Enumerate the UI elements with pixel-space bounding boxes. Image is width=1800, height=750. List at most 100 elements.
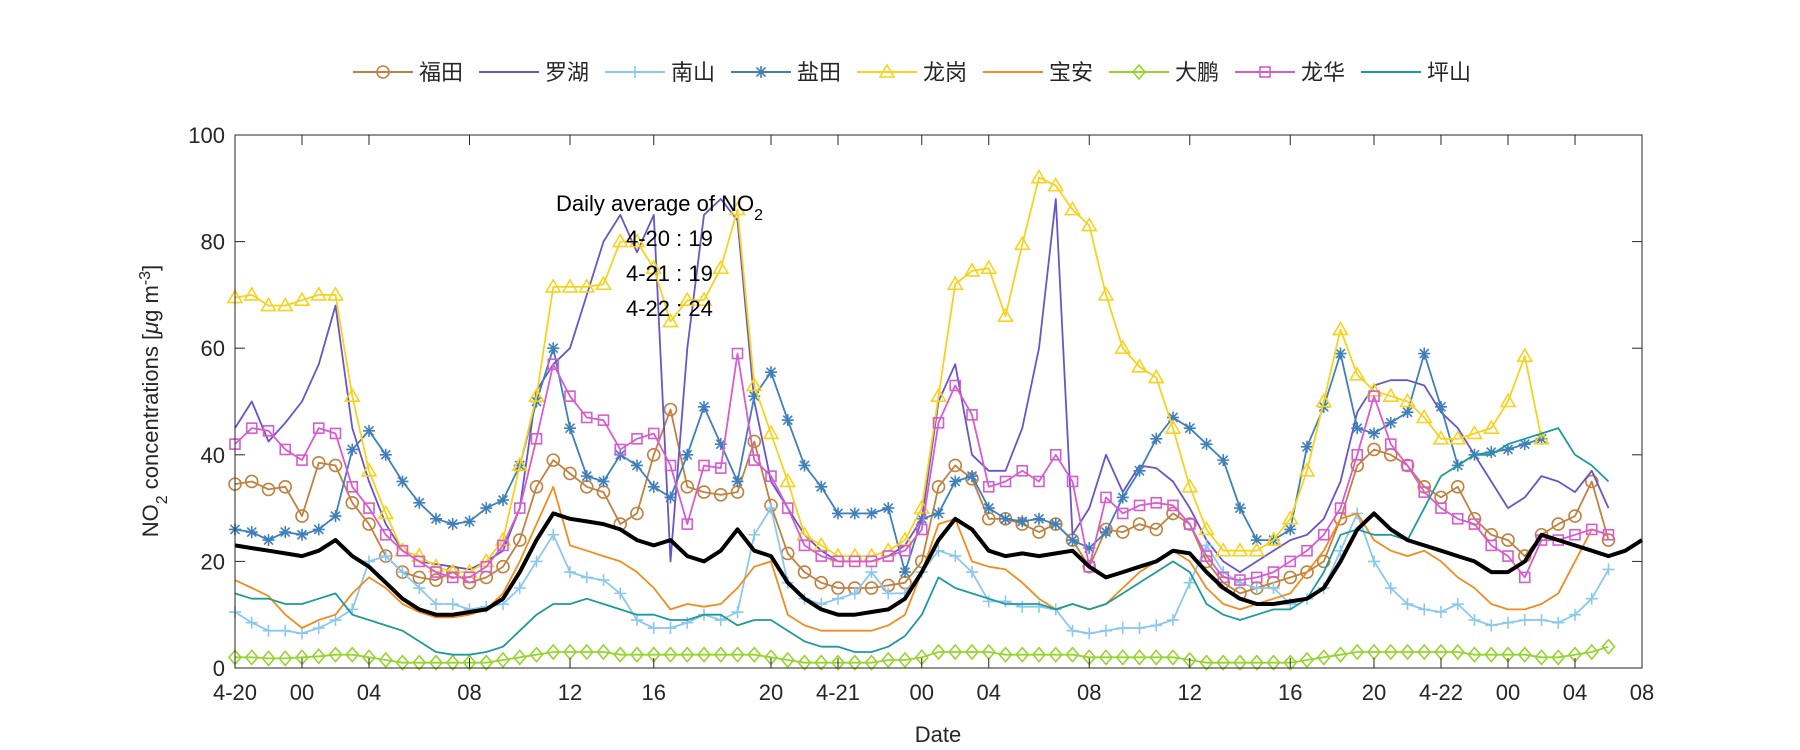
data-point-大鹏: [998, 646, 1013, 663]
legend: 福田 罗湖 南山 盐田 龙岗 宝安 大鹏 龙华 坪山: [353, 61, 1471, 86]
data-point-龙华: [1267, 566, 1280, 578]
data-point-南山: [1602, 563, 1615, 576]
data-point-盐田: [413, 496, 426, 509]
data-point-盐田: [1150, 432, 1163, 445]
data-point-盐田: [497, 494, 509, 507]
data-point-南山: [1033, 600, 1045, 613]
x-tick-label: 16: [642, 680, 666, 705]
data-point-龙岗: [729, 201, 746, 216]
data-point-南山: [614, 587, 627, 600]
data-point-大鹏: [1534, 649, 1549, 666]
data-point-福田: [948, 458, 963, 473]
annotation-line-3: 4-22 : 24: [626, 296, 713, 321]
data-point-南山: [765, 502, 777, 515]
data-point-龙岗: [1415, 408, 1433, 424]
data-point-南山: [664, 622, 677, 635]
data-point-龙华: [1435, 502, 1447, 514]
data-point-大鹏: [412, 654, 427, 671]
legend-item: 盐田: [731, 61, 841, 86]
data-point-南山: [1133, 622, 1146, 635]
data-point-福田: [680, 479, 695, 494]
data-point-龙岗: [980, 259, 998, 275]
data-point-龙华: [815, 550, 828, 562]
data-point-盐田: [798, 459, 811, 472]
data-point-盐田: [1033, 512, 1045, 525]
data-point-大鹏: [1417, 643, 1432, 661]
data-point-大鹏: [814, 654, 829, 671]
legend-label: 宝安: [1049, 61, 1093, 86]
data-point-龙岗: [1131, 358, 1148, 373]
data-point-龙华: [882, 550, 895, 562]
data-point-龙华: [279, 443, 292, 456]
data-point-龙华: [1066, 475, 1079, 488]
data-point-盐田: [329, 510, 342, 523]
data-point-南山: [1569, 608, 1581, 621]
data-point-盐田: [396, 475, 409, 488]
data-point-南山: [1384, 582, 1397, 595]
data-point-福田: [814, 575, 829, 590]
x-tick-label: 4-22: [1419, 680, 1463, 705]
data-point-龙岗: [511, 456, 529, 472]
data-point-南山: [1250, 582, 1263, 595]
x-tick-label: 04: [977, 680, 1001, 705]
data-point-福田: [797, 565, 812, 579]
data-point-南山: [865, 566, 878, 579]
data-point-盐田: [279, 526, 292, 539]
data-point-盐田: [1535, 432, 1548, 445]
data-point-龙华: [865, 555, 878, 568]
data-point-盐田: [262, 534, 275, 547]
data-point-福田: [546, 453, 561, 467]
data-point-龙华: [446, 571, 459, 584]
data-point-盐田: [781, 414, 794, 427]
data-point-龙岗: [1047, 177, 1065, 192]
data-point-南山: [312, 622, 325, 635]
data-point-盐田: [430, 512, 442, 525]
data-point-龙岗: [930, 387, 947, 402]
data-point-盐田: [1217, 454, 1230, 467]
data-point-南山: [1401, 598, 1414, 611]
data-point-龙岗: [595, 275, 612, 291]
legend-item: 南山: [605, 61, 715, 86]
legend-marker: [755, 66, 767, 78]
x-tick-label: 4-20: [213, 680, 257, 705]
data-point-南山: [396, 566, 409, 579]
data-point-盐田: [312, 523, 325, 536]
data-point-盐田: [815, 480, 828, 493]
data-point-福田: [244, 474, 259, 489]
data-point-大鹏: [1031, 646, 1047, 663]
data-point-龙岗: [1214, 542, 1232, 557]
data-point-盐田: [1384, 416, 1397, 429]
data-point-龙岗: [1080, 217, 1098, 232]
data-point-大鹏: [948, 643, 963, 661]
legend-label: 罗湖: [545, 61, 589, 86]
data-point-大鹏: [1450, 643, 1465, 661]
data-point-龙华: [1518, 571, 1531, 584]
data-point-龙华: [949, 379, 962, 392]
data-point-龙华: [430, 566, 442, 578]
data-point-盐田: [664, 491, 677, 504]
data-point-大鹏: [1249, 654, 1264, 671]
data-point-龙华: [463, 571, 476, 584]
data-point-南山: [262, 624, 275, 637]
series-龙华: [229, 347, 1615, 586]
data-point-南山: [513, 582, 526, 595]
data-point-大鹏: [428, 654, 444, 671]
data-point-大鹏: [462, 654, 477, 671]
data-point-龙岗: [1482, 419, 1500, 434]
data-point-龙岗: [963, 262, 981, 277]
y-tick-label: 40: [201, 443, 225, 468]
data-point-盐田: [1284, 523, 1297, 536]
data-point-福田: [747, 434, 762, 449]
data-point-大鹏: [378, 651, 393, 669]
data-point-大鹏: [1517, 646, 1532, 663]
data-point-盐田: [966, 470, 978, 483]
data-point-龙岗: [762, 424, 780, 440]
data-point-龙华: [1384, 438, 1397, 450]
data-point-南山: [1150, 619, 1163, 632]
data-point-龙华: [614, 443, 627, 456]
data-point-南山: [1066, 624, 1079, 637]
data-point-龙华: [413, 555, 426, 568]
data-point-大鹏: [1350, 643, 1365, 661]
data-point-龙岗: [293, 291, 311, 307]
data-point-盐田: [1301, 440, 1313, 453]
